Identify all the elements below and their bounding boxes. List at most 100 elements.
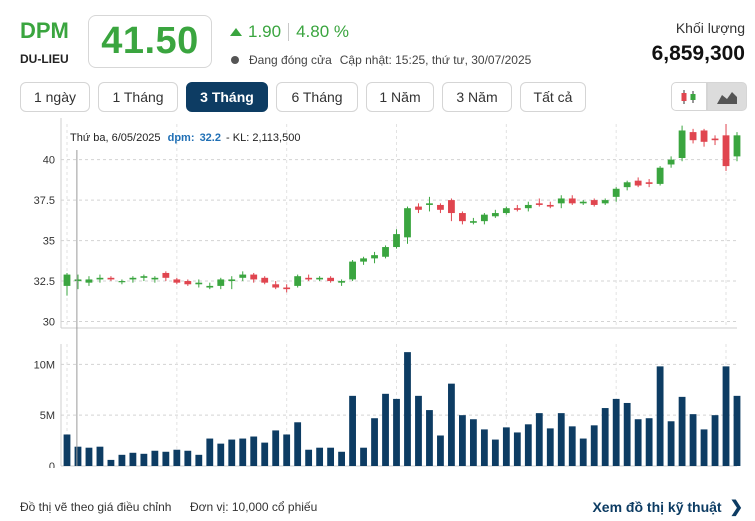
price-tick-label: 32.5 (34, 276, 55, 288)
volume-bar (228, 439, 236, 466)
volume-axis-ticks: 0 5M 10M (34, 359, 55, 468)
volume-bar (371, 418, 378, 466)
footer-note: Đồ thị vẽ theo giá điều chỉnh (20, 500, 172, 514)
candlestick-icon (681, 89, 696, 104)
volume-bar (448, 383, 455, 466)
candle-body (162, 272, 170, 278)
volume-bar (480, 429, 488, 466)
volume-bar (426, 410, 433, 466)
price-axis-ticks: 30 32.5 35 37.5 40 (34, 155, 55, 329)
volume-bar (360, 447, 367, 466)
candle-body (404, 208, 411, 238)
chevron-right-icon: ❯ (729, 499, 743, 516)
volume-bar (272, 430, 280, 466)
candle-body (85, 279, 93, 283)
area-chart-icon (717, 91, 737, 104)
volume-bar (590, 425, 598, 466)
change-value: 1.90 (248, 22, 282, 41)
price-tick-label: 37.5 (34, 195, 55, 207)
candle-body (656, 167, 664, 184)
price-box: 41.50 (88, 15, 212, 68)
volume-bar (711, 415, 719, 466)
candle-body (327, 277, 335, 282)
candle-body (722, 135, 730, 167)
exchange-label: DU-LIEU (20, 52, 69, 66)
volume-bar (700, 429, 708, 466)
volume-bar (206, 438, 214, 466)
volume-bar (382, 393, 389, 466)
candle-body (426, 203, 433, 205)
price-tick-label: 30 (43, 317, 55, 329)
current-price: 41.50 (101, 20, 199, 62)
volume-bar (568, 426, 576, 466)
volume-bar (327, 447, 335, 466)
candle-body (711, 138, 719, 141)
volume-bar (546, 428, 554, 466)
volume-bar (733, 395, 741, 466)
candle-body (250, 274, 258, 280)
tab-3-years[interactable]: 3 Năm (442, 82, 512, 112)
volume-bar (338, 451, 345, 466)
candle-body (360, 258, 367, 262)
volume-bar (437, 435, 444, 466)
volume-bar (393, 398, 400, 466)
link-label: Xem đồ thị kỹ thuật (592, 499, 722, 515)
volume-bar (689, 414, 697, 466)
price-candles (63, 124, 741, 296)
candle-body (316, 277, 324, 280)
candle-body (601, 200, 609, 204)
volume-bar (85, 447, 93, 466)
volume-bar (184, 450, 192, 466)
tab-1-year[interactable]: 1 Năm (366, 82, 434, 112)
candle-body (678, 130, 686, 158)
volume-tick-label: 5M (40, 410, 55, 422)
volume-bar (74, 446, 82, 466)
volume-bar (96, 446, 104, 466)
volume-bar (349, 395, 356, 466)
candle-body (261, 277, 269, 283)
candle-body (612, 188, 620, 197)
volume-bar (623, 402, 631, 466)
volume-bar (63, 434, 71, 466)
candle-body (579, 201, 587, 204)
volume-bar (469, 419, 477, 466)
volume-label: Khối lượng (675, 20, 745, 36)
divider (288, 23, 290, 41)
volume-bar (722, 366, 730, 466)
candle-body (502, 208, 510, 214)
area-chart-button[interactable] (707, 82, 747, 111)
candle-body (272, 284, 280, 288)
volume-bar (634, 419, 642, 466)
volume-bar (502, 427, 510, 466)
volume-bar (162, 451, 170, 466)
volume-bar (656, 366, 664, 466)
tab-6-months[interactable]: 6 Tháng (276, 82, 358, 112)
candle-body (118, 281, 126, 283)
candle-body (535, 203, 543, 205)
candle-body (513, 208, 521, 210)
candle-body (491, 213, 499, 217)
tab-3-months[interactable]: 3 Tháng (186, 82, 268, 112)
volume-bar (557, 413, 565, 466)
tab-all[interactable]: Tất cả (520, 82, 586, 112)
candle-body (634, 180, 642, 186)
candle-body (305, 277, 313, 280)
technical-chart-link[interactable]: Xem đồ thị kỹ thuật ❯ (592, 497, 743, 517)
candle-body (74, 279, 82, 282)
volume-bar (667, 421, 675, 466)
candlestick-chart-button[interactable] (671, 82, 707, 111)
volume-bar (283, 434, 291, 466)
tab-1-day[interactable]: 1 ngày (20, 82, 90, 112)
volume-bar (316, 447, 324, 466)
update-time: Cập nhật: 15:25, thứ tư, 30/07/2025 (339, 53, 532, 67)
candle-body (459, 213, 466, 222)
tooltip-readout: Thứ ba, 6/05/2025 dpm: 32.2 - KL: 2,113,… (70, 132, 300, 144)
volume-bar (601, 408, 609, 466)
volume-bar (459, 415, 466, 466)
candle-body (448, 200, 455, 214)
tab-1-month[interactable]: 1 Tháng (98, 82, 178, 112)
candle-body (689, 132, 697, 141)
tooltip-volume: - KL: 2,113,500 (226, 132, 300, 144)
volume-bar (129, 452, 137, 466)
